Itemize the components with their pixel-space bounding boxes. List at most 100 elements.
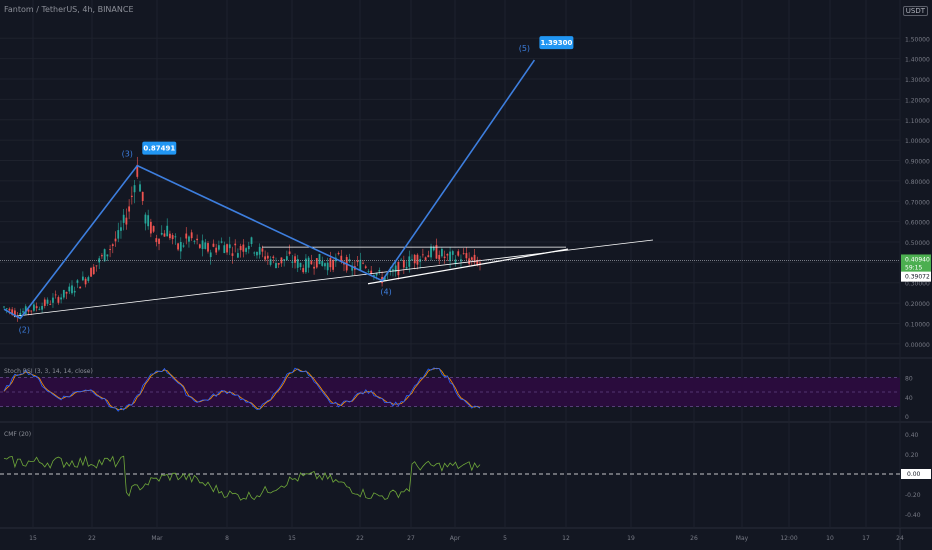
candle-body [435,244,438,259]
price-tick-label: 1.30000 [905,77,930,84]
candle-body [256,252,258,256]
candle-body [5,308,8,310]
time-tick-label: 19 [627,535,635,542]
candle-body [81,276,84,281]
elliott-wave: (2) (3) 0.87491 (4) (5) 1.39300 [3,36,574,334]
candle-body [117,230,120,239]
time-tick-label: 27 [407,535,415,542]
candle-body [95,265,98,267]
stoch-k-line [3,367,481,412]
candle-body [424,257,427,260]
candle-body [103,249,106,262]
candle-body [152,226,155,232]
candle-body [125,217,128,225]
candle-body [394,265,397,272]
candle-body [217,245,220,250]
candle-body [111,244,114,246]
candle-body [60,297,63,300]
cmf-line [3,455,481,501]
candle-body [362,262,364,264]
candle-body [337,253,340,255]
candle-body [370,270,373,274]
candle-body [38,308,41,310]
candle-body [408,256,411,267]
currency-pill[interactable]: USDT [902,6,928,16]
price-tick-label: 1.50000 [905,36,930,43]
candle-body [402,260,405,268]
candle-body [307,257,310,268]
candle-body [400,259,403,261]
stoch-tick-label: 80 [905,376,913,383]
candle-body [449,251,451,262]
candle-body [465,253,468,259]
time-tick-label: 24 [896,535,904,542]
stoch-legend: Stoch RSI (3, 3, 14, 14, close) [4,368,93,375]
candle-body [158,238,160,244]
candle-body [324,263,326,267]
candle-body [128,206,131,212]
candle-body [283,259,286,261]
candle-body [130,195,133,197]
candle-body [147,215,150,227]
time-tick-label: 15 [29,535,37,542]
candle-body [473,254,476,263]
price-tick-label: 0.50000 [905,240,930,247]
candle-body [141,191,144,201]
candle-body [228,244,231,249]
price-tick-label: 0.70000 [905,199,930,206]
candle-body [321,261,324,266]
candle-body [305,258,307,273]
cmf-tick-label: 0.20 [905,452,919,459]
cmf-legend: CMF (20) [4,431,31,438]
candle-body [470,257,473,260]
candle-body [188,236,190,242]
candle-body [451,251,454,255]
candle-body [310,260,313,265]
candle-body [373,275,375,277]
candle-body [427,255,430,258]
cmf-value: 0.00 [907,471,921,478]
price-tick-label: 0.30000 [905,281,930,288]
stoch-tick-label: 40 [905,395,913,402]
price-tick-label: 1.40000 [905,57,930,64]
candle-body [92,266,95,275]
candle-body [313,266,315,269]
candle-body [84,278,87,285]
candle-body [41,306,43,310]
price-tick-label: 0.80000 [905,179,930,186]
candle-body [101,255,103,257]
wave-label: (2) [19,325,30,334]
wave-callout-box [539,36,574,50]
wave-label: (5) [519,44,530,53]
candle-body [405,266,408,269]
candle-body [182,245,185,247]
candle-body [174,236,177,238]
candle-body [73,290,76,293]
price-tick-label: 0.60000 [905,220,930,227]
candle-body [62,289,65,298]
candle-body [432,246,435,251]
candle-body [163,233,166,237]
candle-body [443,256,446,259]
candle-body [438,254,441,260]
time-tick-label: 5 [503,535,507,542]
candle-body [120,227,122,231]
candle-body [383,277,386,281]
candle-body [71,285,73,294]
candle-body [242,244,245,252]
candle-body [65,291,68,294]
candle-body [237,253,239,258]
price-tick-label: 0.00000 [905,342,930,349]
price-tick-label: 1.00000 [905,138,930,145]
price-tick-label: 0.20000 [905,301,930,308]
time-tick-label: 17 [862,535,870,542]
axes: 1.50000 1.40000 1.30000 1.20000 1.10000 1.000… [29,36,931,542]
wave-path [3,59,536,320]
candle-body [139,184,141,192]
symbol-title: Fantom / TetherUS, 4h, BINANCE [4,5,134,14]
candle-body [231,253,234,256]
candle-body [106,254,109,257]
time-tick-label: 12:00 [780,535,797,542]
candle-body [397,261,400,276]
